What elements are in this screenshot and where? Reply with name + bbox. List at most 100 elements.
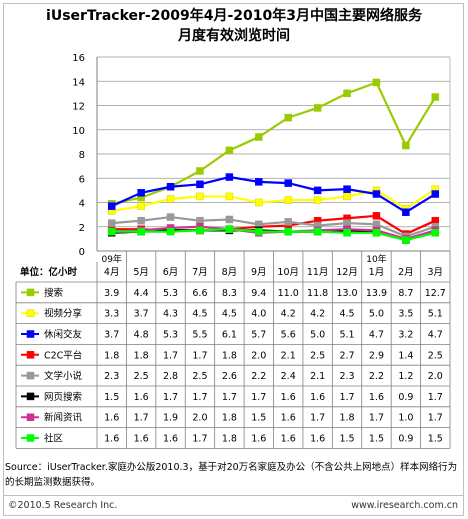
data-label: 1.6 [104, 434, 119, 445]
data-label: 1.5 [369, 434, 384, 445]
data-label: 6.6 [192, 288, 207, 299]
data-label: 1.6 [134, 434, 149, 445]
data-label: 1.7 [192, 392, 207, 403]
data-label: 5.5 [192, 330, 207, 341]
data-label: 5.7 [251, 330, 266, 341]
data-label: 1.7 [428, 392, 443, 403]
data-label: 1.6 [104, 413, 119, 424]
data-point [107, 227, 116, 236]
data-label: 4.3 [163, 309, 178, 320]
data-point [166, 227, 175, 236]
data-point [343, 89, 351, 98]
legend-label: 文学小说 [44, 370, 83, 382]
data-label: 3.2 [398, 330, 413, 341]
y-tick-label: 8 [79, 150, 85, 161]
data-label: 1.7 [192, 434, 207, 445]
legend-label: 社区 [44, 433, 64, 445]
data-point [225, 215, 234, 224]
data-label: 5.0 [310, 330, 325, 341]
data-point [372, 229, 381, 237]
series-line [111, 81, 437, 205]
data-label: 1.8 [222, 350, 237, 361]
data-label: 2.5 [310, 350, 325, 361]
data-point [166, 213, 175, 221]
data-point [137, 216, 145, 225]
data-point [284, 113, 292, 122]
data-label: 5.3 [163, 288, 178, 299]
data-point [431, 229, 440, 237]
data-label: 5.1 [428, 309, 443, 320]
data-label: 1.6 [310, 434, 325, 445]
x-tick-label: 6月 [163, 267, 179, 278]
data-point [431, 93, 440, 101]
legend-marker [26, 392, 35, 401]
data-label: 1.8 [222, 413, 237, 424]
y-tick-label: 6 [79, 174, 85, 185]
data-label: 1.7 [428, 413, 443, 424]
data-point [372, 78, 381, 87]
data-label: 2.1 [281, 350, 296, 361]
data-label: 1.6 [310, 392, 325, 403]
data-label: 1.7 [134, 413, 149, 424]
data-label: 3.5 [398, 309, 413, 320]
data-label: 1.6 [281, 434, 296, 445]
data-label: 2.3 [339, 371, 354, 382]
data-point [255, 178, 263, 186]
data-point [402, 236, 410, 244]
data-point [225, 192, 234, 201]
legend-label: 网页搜索 [44, 391, 82, 403]
data-label: 1.5 [251, 413, 266, 424]
data-label: 8.3 [222, 288, 237, 299]
data-point [196, 180, 204, 189]
data-label: 0.9 [398, 392, 413, 403]
data-point [255, 227, 263, 236]
data-point [343, 229, 351, 237]
legend-marker [26, 371, 35, 380]
data-label: 1.8 [222, 434, 237, 445]
data-point [284, 218, 292, 226]
legend-marker [26, 434, 35, 442]
data-label: 1.7 [222, 392, 237, 403]
data-label: 1.7 [369, 413, 384, 424]
data-label: 2.5 [134, 371, 149, 382]
data-label: 13.0 [336, 288, 357, 299]
x-tick-label: 2月 [398, 267, 414, 278]
data-point [313, 196, 322, 204]
x-tick-label: 11月 [307, 267, 329, 278]
legend-label: 视频分享 [44, 308, 82, 320]
legend-label: 休闲交友 [44, 329, 83, 341]
data-label: 8.7 [398, 288, 413, 299]
data-label: 1.5 [428, 434, 443, 445]
data-label: 2.8 [163, 371, 178, 382]
footer-divider [3, 495, 464, 496]
unit-label: 单位：亿小时 [20, 266, 78, 278]
data-label: 4.2 [310, 309, 325, 320]
data-label: 4.5 [339, 309, 354, 320]
data-point [196, 226, 204, 235]
data-label: 2.2 [251, 371, 266, 382]
data-point [372, 190, 381, 198]
data-label: 1.8 [104, 350, 119, 361]
legend-marker [26, 413, 35, 421]
data-label: 2.9 [369, 350, 384, 361]
series-line [111, 228, 436, 242]
data-label: 1.8 [134, 350, 149, 361]
data-label: 2.0 [251, 350, 266, 361]
x-tick-label: 9月 [251, 267, 267, 278]
data-label: 2.2 [369, 371, 384, 382]
data-point [137, 189, 145, 197]
chart-frame [3, 3, 464, 516]
data-label: 5.3 [163, 330, 178, 341]
legend-label: 搜索 [44, 287, 63, 299]
chart-title-line1: iUserTracker-2009年4月-2010年3月中国主要网络服务 [46, 8, 422, 24]
data-label: 4.2 [281, 309, 296, 320]
data-point [225, 173, 234, 181]
data-point [372, 212, 381, 220]
y-tick-label: 4 [79, 199, 85, 210]
data-label: 0.9 [398, 434, 413, 445]
data-label: 1.8 [339, 413, 354, 424]
chart-title: iUserTracker-2009年4月-2010年3月中国主要网络服务 月度有… [0, 6, 468, 46]
x-tick-label: 4月 [104, 267, 120, 278]
x-tick-label: 7月 [192, 267, 208, 278]
data-label: 1.6 [163, 434, 178, 445]
